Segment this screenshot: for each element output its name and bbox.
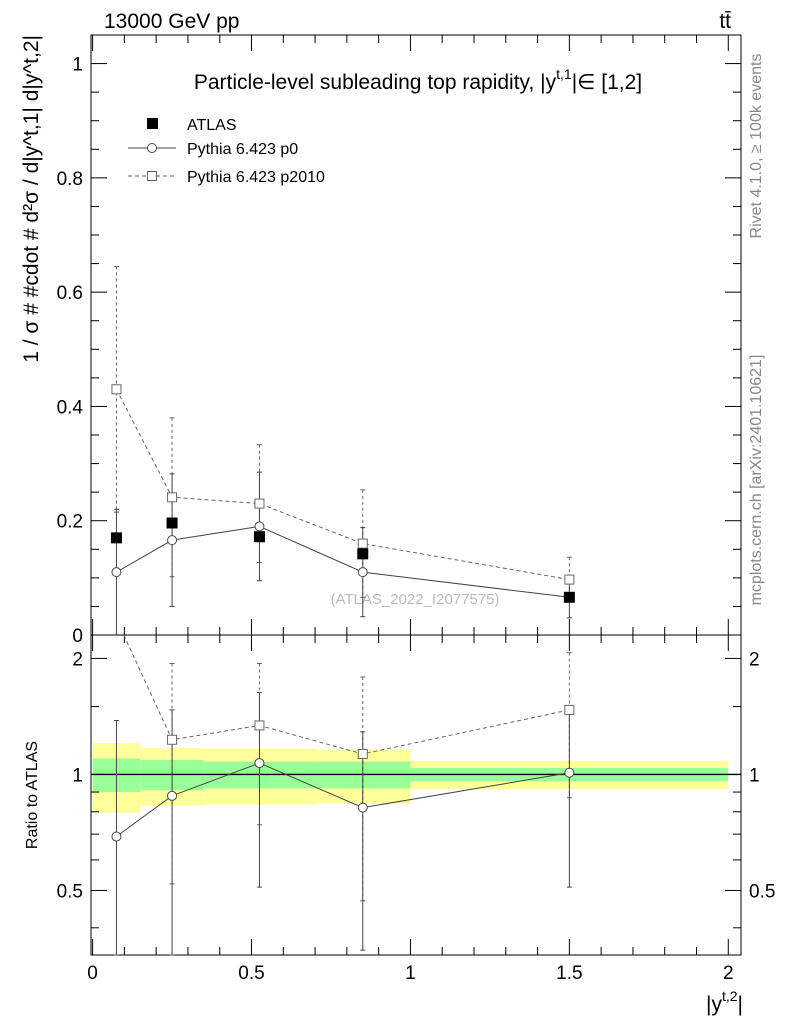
point-p2010 <box>564 574 575 585</box>
y-tick-label: 1 <box>72 55 83 76</box>
ratio-plot-frame <box>90 634 742 956</box>
x-tick-label: 1 <box>405 963 416 984</box>
process-label: tt̄ <box>719 10 731 33</box>
legend-label-p2010: Pythia 6.423 p2010 <box>187 169 325 186</box>
mcplots-label: mcplots.cern.ch [arXiv:2401.10621] <box>748 355 765 606</box>
y-tick-label: 0 <box>72 626 83 647</box>
point-atlas <box>166 517 178 529</box>
point-atlas <box>563 591 575 603</box>
ratio-point-p0 <box>254 758 265 769</box>
x-axis-label: |yt,2| <box>706 988 743 1016</box>
legend-label-p0: Pythia 6.423 p0 <box>187 141 298 158</box>
point-p0 <box>167 535 178 546</box>
point-p0 <box>254 521 265 532</box>
x-tick-label: 0 <box>87 963 98 984</box>
main-panel: 0 0.2 0.4 0.6 0.8 1 (ATLAS_2022_I2077575) Par… <box>20 34 742 647</box>
ratio-y-tick-label-right: 2 <box>749 649 760 670</box>
legend-marker-p2010 <box>147 171 157 181</box>
legend: ATLAS Pythia 6.423 p0 Pythia 6.423 p2010 <box>128 117 325 186</box>
ratio-bands <box>92 743 729 813</box>
ratio-point-p2010 <box>254 720 265 731</box>
point-p2010 <box>111 384 122 395</box>
ratio-marks <box>111 634 575 956</box>
point-p2010 <box>357 538 368 549</box>
y-tick-label: 0.6 <box>57 283 83 304</box>
ratio-y-tick-label: 1 <box>72 765 83 786</box>
main-marks <box>110 265 575 636</box>
ratio-axis-ticks: 0.5 0.5 1 1 2 2 0 0.5 1 1.5 2 <box>57 635 775 984</box>
y-tick-label: 0.2 <box>57 512 83 533</box>
ratio-y-tick-label: 2 <box>72 649 83 670</box>
x-tick-label: 2 <box>723 963 734 984</box>
rivet-label: Rivet 4.1.0, ≥ 100k events <box>748 54 765 239</box>
ratio-point-p0 <box>167 790 178 801</box>
ratio-point-p2010 <box>564 704 575 715</box>
point-atlas <box>357 548 369 560</box>
main-axis-ticks: 0 0.2 0.4 0.6 0.8 1 <box>57 35 741 647</box>
ratio-point-p2010 <box>357 748 368 759</box>
ratio-y-axis-label: Ratio to ATLAS <box>24 741 41 849</box>
ratio-point-p2010 <box>167 734 178 745</box>
ratio-point-p0 <box>357 802 368 813</box>
legend-marker-atlas <box>147 118 158 129</box>
y-tick-label: 0.4 <box>57 397 84 418</box>
point-atlas <box>110 532 122 544</box>
ratio-y-tick-label: 0.5 <box>57 881 83 902</box>
ratio-point-p0 <box>564 767 575 778</box>
watermark: (ATLAS_2022_I2077575) <box>330 591 499 608</box>
ratio-point-p0 <box>111 831 122 842</box>
series-line-p0 <box>116 525 570 598</box>
y-axis-label: 1 / σ # #cdot # d²σ / d|y^t,1| d|y^t,2| <box>20 35 43 363</box>
y-tick-label: 0.8 <box>57 169 83 190</box>
point-p2010 <box>254 498 265 509</box>
ratio-line-p2010 <box>123 634 570 755</box>
ratio-panel: 0.5 0.5 1 1 2 2 0 0.5 1 1.5 2 Ratio to ATLAS |yt,2… <box>24 634 775 1016</box>
legend-marker-p0 <box>147 143 157 153</box>
point-p0 <box>111 567 122 578</box>
ratio-y-tick-label-right: 0.5 <box>749 881 775 902</box>
ratio-y-tick-label-right: 1 <box>749 765 760 786</box>
x-tick-label: 1.5 <box>556 963 582 984</box>
series-line-p2010 <box>115 389 570 581</box>
point-p0 <box>357 567 368 578</box>
legend-label-atlas: ATLAS <box>187 117 237 134</box>
x-tick-label: 0.5 <box>238 963 264 984</box>
point-p2010 <box>167 492 178 503</box>
point-atlas <box>253 531 265 543</box>
chart-title: Particle-level subleading top rapidity, … <box>194 66 642 94</box>
energy-label: 13000 GeV pp <box>104 10 239 33</box>
